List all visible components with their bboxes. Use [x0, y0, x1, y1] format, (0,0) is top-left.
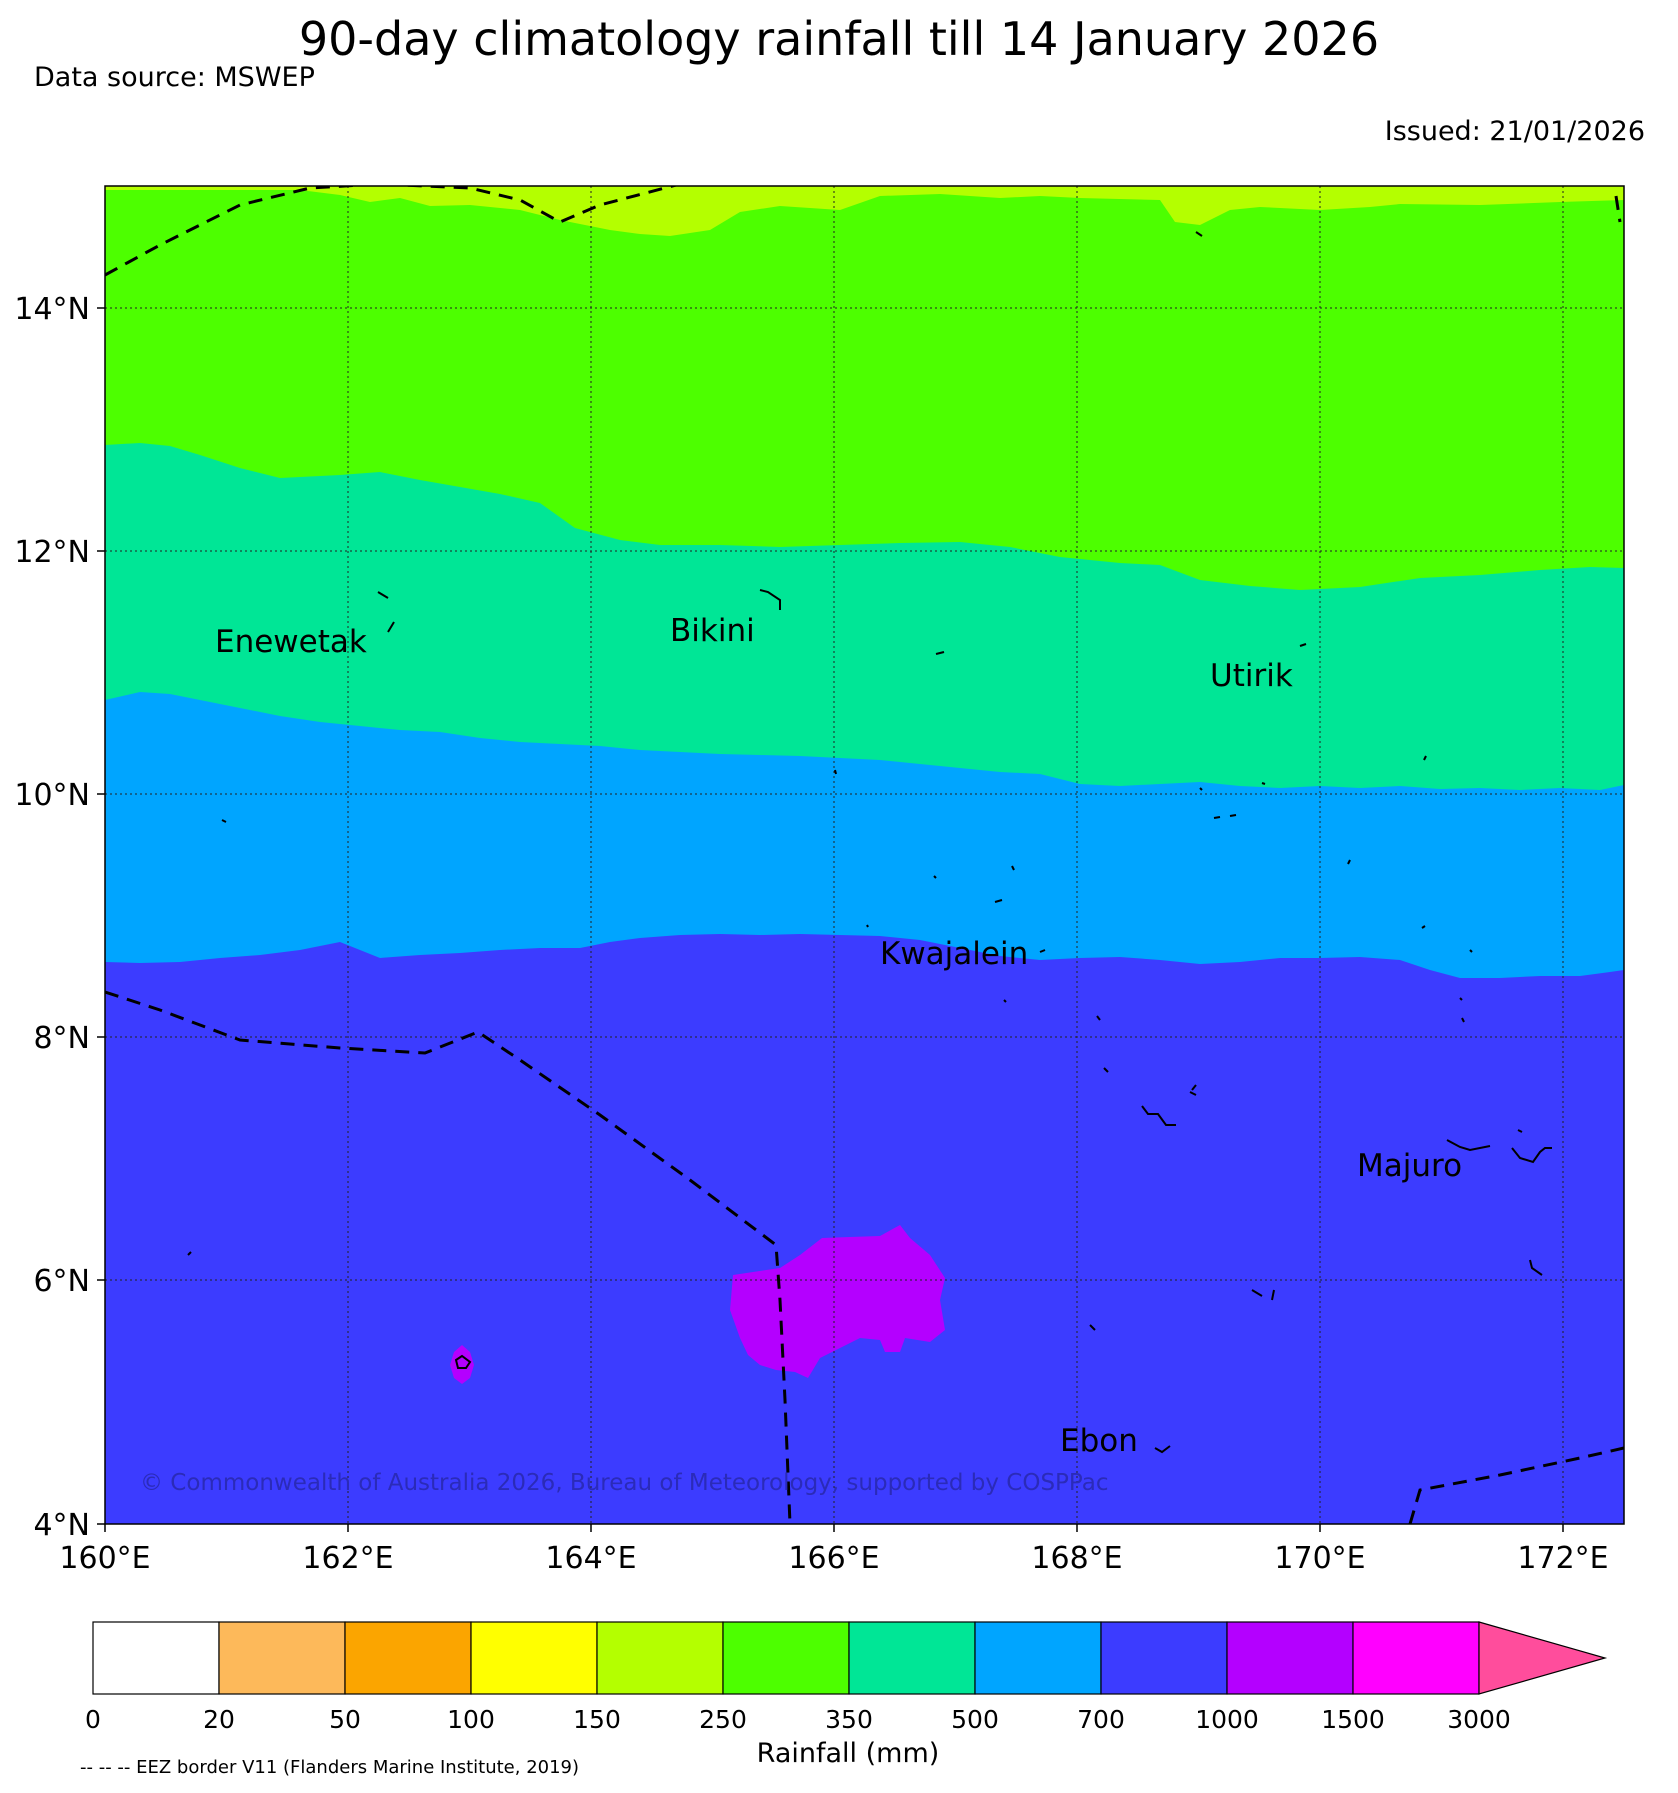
- data-source: Data source: MSWEP: [34, 62, 315, 93]
- colorbar-tick: 3000: [1447, 1705, 1511, 1734]
- place-majuro: Majuro: [1357, 1148, 1462, 1184]
- plot-frame: [104, 185, 1625, 1525]
- page-title: 90-day climatology rainfall till 14 Janu…: [298, 12, 1380, 66]
- place-utirik: Utirik: [1210, 658, 1293, 694]
- colorbar-swatch: [974, 1621, 1102, 1695]
- colorbar-swatch: [1226, 1621, 1354, 1695]
- y-tick-label: 8°N: [33, 1021, 90, 1056]
- place-bikini: Bikini: [670, 613, 755, 649]
- x-tick-label: 168°E: [1031, 1541, 1122, 1576]
- colorbar-tick: 100: [447, 1705, 495, 1734]
- band-700-1000: [105, 934, 1624, 1524]
- colorbar-tick: 700: [1077, 1705, 1125, 1734]
- place-ebon: Ebon: [1060, 1423, 1138, 1459]
- colorbar-tick: 50: [329, 1705, 361, 1734]
- x-tick-label: 162°E: [302, 1541, 393, 1576]
- y-tick-label: 14°N: [14, 292, 90, 327]
- colorbar-tick: 20: [203, 1705, 235, 1734]
- colorbar-swatch: [470, 1621, 598, 1695]
- axis-tick-marks: [97, 307, 1564, 1532]
- issued-date: Issued: 21/01/2026: [1384, 116, 1645, 147]
- eez-borders: [105, 186, 1624, 1524]
- colorbar-tick: 1500: [1321, 1705, 1385, 1734]
- y-tick-label: 10°N: [14, 778, 90, 813]
- band-150-250: [105, 186, 1624, 236]
- x-tick-label: 172°E: [1517, 1541, 1608, 1576]
- atoll-outlines: [187, 231, 1552, 1454]
- x-tick-label: 160°E: [59, 1541, 150, 1576]
- x-tick-label: 170°E: [1274, 1541, 1365, 1576]
- copyright-notice: © Commonwealth of Australia 2026, Bureau…: [140, 1470, 1109, 1496]
- x-tick-label: 164°E: [545, 1541, 636, 1576]
- y-axis-labels: 14°N 12°N 10°N 8°N 6°N 4°N: [14, 292, 90, 1543]
- place-kwajalein: Kwajalein: [880, 936, 1028, 972]
- colorbar-swatch: [218, 1621, 346, 1695]
- colorbar-tick: 0: [85, 1705, 101, 1734]
- band-1000-1500-small: [450, 1345, 474, 1384]
- colorbar-swatch: [722, 1621, 850, 1695]
- graticule: [105, 186, 1624, 1524]
- colorbar-swatch: [344, 1621, 472, 1695]
- colorbar-swatch: [1352, 1621, 1480, 1695]
- colorbar-tick: 1000: [1195, 1705, 1259, 1734]
- y-tick-label: 12°N: [14, 535, 90, 570]
- colorbar-label: Rainfall (mm): [757, 1738, 940, 1769]
- colorbar-swatch: [848, 1621, 976, 1695]
- y-tick-label: 6°N: [33, 1264, 90, 1299]
- colorbar-tick: 150: [573, 1705, 621, 1734]
- y-tick-label: 4°N: [33, 1508, 90, 1543]
- x-axis-labels: 160°E 162°E 164°E 166°E 168°E 170°E 172°…: [59, 1541, 1608, 1576]
- colorbar-tick-labels: 0 20 50 100 150 250 350 500 700 1000 150…: [85, 1705, 1511, 1734]
- x-tick-label: 166°E: [788, 1541, 879, 1576]
- place-enewetak: Enewetak: [215, 624, 367, 660]
- colorbar-tick: 350: [825, 1705, 873, 1734]
- colorbar: [92, 1621, 1608, 1695]
- eez-footnote: -- -- -- EEZ border V11 (Flanders Marine…: [80, 1757, 580, 1778]
- colorbar-swatch: [92, 1621, 220, 1695]
- place-labels: Enewetak Bikini Utirik Kwajalein Majuro …: [215, 613, 1462, 1459]
- band-1000-1500-main: [730, 1225, 945, 1378]
- rainfall-contours: [105, 186, 1624, 1524]
- colorbar-swatch: [1100, 1621, 1228, 1695]
- colorbar-swatch: [596, 1621, 724, 1695]
- colorbar-extend-arrow: [1478, 1621, 1608, 1695]
- colorbar-tick: 500: [951, 1705, 999, 1734]
- colorbar-tick: 250: [699, 1705, 747, 1734]
